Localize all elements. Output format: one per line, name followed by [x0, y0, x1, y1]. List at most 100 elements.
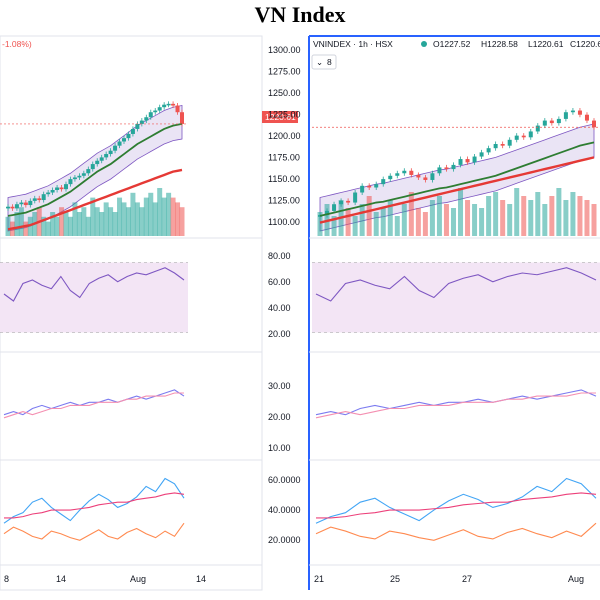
- candle-body: [451, 164, 456, 170]
- candle-body: [46, 192, 51, 195]
- volume-bar: [41, 216, 47, 236]
- candle-body: [409, 170, 414, 175]
- volume-bar: [458, 188, 464, 236]
- stoch-k-line: [315, 477, 597, 524]
- candle-body: [108, 150, 113, 155]
- candle-body: [353, 192, 358, 203]
- ma-slow-line: [319, 156, 595, 224]
- status-dot-icon: [421, 41, 427, 47]
- volume-bar: [63, 212, 69, 236]
- volume-bar: [23, 221, 29, 236]
- osc-ticks: 60.0000 40.0000 20.0000: [268, 475, 301, 545]
- candle-body: [332, 204, 337, 211]
- volume-bar: [130, 192, 136, 236]
- axis-tick-label: 40.0000: [268, 505, 301, 515]
- candle-body: [6, 206, 10, 209]
- volume-bar: [117, 197, 123, 236]
- axis-tick-label: 1175.00: [268, 153, 300, 163]
- indicator-toggle-button[interactable]: ⌄ 8: [311, 54, 337, 70]
- volume-bar: [500, 200, 506, 236]
- candle-body: [430, 173, 435, 180]
- ohlc-high: H1228.58: [481, 39, 518, 49]
- stoch-d-line: [316, 492, 597, 519]
- ohlc-low: L1220.61: [528, 39, 564, 49]
- last-price-badge: 1220.61: [262, 111, 298, 123]
- ohlc-close: C1220.6: [570, 39, 600, 49]
- candle-body: [122, 138, 126, 142]
- candle-body: [99, 157, 104, 161]
- candle-body: [437, 167, 442, 174]
- axis-tick-label: 20.00: [268, 412, 291, 422]
- right-chart-panel[interactable]: [312, 108, 600, 541]
- axis-tick-label: 1125.00: [268, 196, 300, 206]
- volume-bar: [72, 202, 78, 236]
- volume-bar: [94, 207, 100, 236]
- candle-body: [113, 145, 118, 151]
- candle-body: [23, 202, 28, 206]
- candle-body: [77, 175, 82, 178]
- volume-bar: [152, 202, 158, 236]
- candle-body: [465, 159, 470, 163]
- rsi-line: [3, 267, 185, 302]
- candle-body: [180, 112, 184, 124]
- candle-body: [135, 123, 140, 129]
- axis-tick-label: 30.00: [268, 381, 291, 391]
- candle-body: [64, 184, 68, 190]
- candle-body: [584, 114, 589, 121]
- stoch-k-line: [3, 477, 185, 524]
- candle-body: [55, 187, 60, 190]
- candle-body: [37, 198, 42, 201]
- price-ticks: 1300.00 1275.00 1250.00 1225.00 1200.00 1175.…: [268, 45, 301, 227]
- candle-body: [367, 185, 372, 188]
- axis-tick-label: 1200.00: [268, 131, 301, 141]
- candle-body: [126, 133, 131, 139]
- rsi-ticks: 80.00 60.00 40.00 20.00: [268, 251, 291, 339]
- volume-bar: [443, 204, 449, 236]
- candle-body: [423, 177, 428, 180]
- page-title: VN Index: [254, 2, 346, 27]
- volume-bar: [591, 204, 597, 236]
- ohlc-open: O1227.52: [433, 39, 471, 49]
- candle-body: [528, 131, 533, 138]
- candle-body: [549, 120, 554, 124]
- volume-bar: [584, 200, 590, 236]
- candle-body: [14, 204, 19, 209]
- volume-bar: [380, 208, 386, 236]
- candle-body: [486, 148, 491, 153]
- candle-body: [95, 160, 100, 165]
- x-tick-label: 21: [314, 574, 324, 584]
- volume-bar: [27, 216, 33, 236]
- volume-bar: [408, 192, 414, 236]
- orange-line: [3, 522, 185, 541]
- volume-bar: [112, 212, 118, 236]
- candle-body: [521, 135, 526, 138]
- volume-bar: [472, 204, 478, 236]
- candle-body: [166, 103, 171, 106]
- right-symbol-label: VNINDEX · 1h · HSX: [313, 39, 393, 49]
- axis-tick-label: 1300.00: [268, 45, 301, 55]
- volume-bar: [76, 212, 82, 236]
- indicator-count: 8: [327, 57, 332, 67]
- volume-bar: [108, 207, 114, 236]
- volume-bar: [50, 212, 56, 236]
- candle-body: [346, 200, 351, 203]
- volume-bar: [373, 212, 379, 236]
- volume-bar: [422, 212, 428, 236]
- volume-bar: [394, 216, 400, 236]
- last-price-label: 1220.61: [265, 112, 296, 122]
- candle-body: [556, 118, 561, 124]
- candle-body: [90, 164, 95, 170]
- ma-fast-line: [319, 141, 595, 217]
- volume-bar: [103, 202, 109, 236]
- candle-body: [153, 110, 158, 113]
- volume-bar: [5, 216, 11, 236]
- x-ticks-left: 8 14 Aug 14: [4, 574, 206, 584]
- axis-tick-label: 1275.00: [268, 67, 301, 77]
- volume-bar: [387, 200, 393, 236]
- stoch-d-line: [4, 492, 185, 519]
- volume-bar: [366, 196, 372, 236]
- x-tick-label: 27: [462, 574, 472, 584]
- left-chart-panel[interactable]: [0, 101, 188, 541]
- candle-body: [479, 152, 484, 157]
- volume-bar: [139, 207, 145, 236]
